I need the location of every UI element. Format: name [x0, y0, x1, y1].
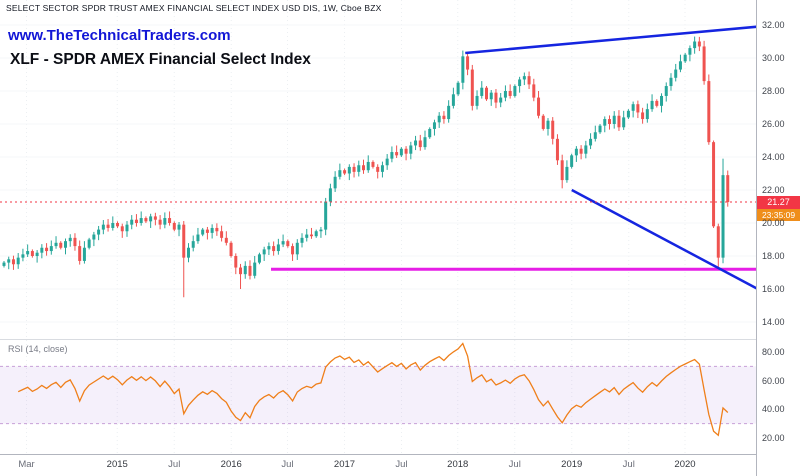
- watermark-url: www.TheTechnicalTraders.com: [8, 27, 231, 44]
- price-tick-label: 26.00: [762, 119, 785, 129]
- rsi-tick-label: 20.00: [762, 432, 785, 443]
- rsi-indicator-label[interactable]: RSI (14, close): [8, 344, 68, 354]
- price-axis[interactable]: 21.27 23:35:09 32.00 30.00 28.00 26.00 24.00…: [756, 0, 800, 476]
- upper-resistance-trendline[interactable]: [465, 25, 756, 55]
- time-tick-label: 2016: [220, 459, 242, 470]
- rsi-band: [0, 366, 756, 424]
- price-tick-label: 16.00: [762, 284, 785, 294]
- chart-title: XLF - SPDR AMEX Financial Select Index: [10, 51, 311, 68]
- time-tick-label: 2017: [333, 459, 356, 470]
- time-tick-label: 2020: [674, 459, 696, 470]
- time-tick-label: Mar: [18, 459, 35, 470]
- time-tick-label: 2015: [106, 459, 128, 470]
- price-tick-label: 14.00: [762, 317, 785, 327]
- price-tick-label: 20.00: [762, 218, 785, 228]
- time-tick-label: Jul: [168, 459, 181, 470]
- time-tick-label: 2018: [447, 459, 469, 470]
- pane-divider[interactable]: [0, 339, 756, 340]
- time-tick-label: Jul: [281, 459, 294, 470]
- time-tick-label: Jul: [508, 459, 521, 470]
- main-price-pane[interactable]: [0, 0, 756, 340]
- rsi-pane[interactable]: [0, 340, 756, 454]
- price-tick-label: 32.00: [762, 20, 785, 30]
- rsi-tick-label: 60.00: [762, 375, 785, 386]
- symbol-description: SELECT SECTOR SPDR TRUST AMEX FINANCIAL …: [6, 3, 382, 13]
- current-price-badge: 21.27: [757, 196, 800, 209]
- lower-descending-trendline[interactable]: [571, 188, 756, 290]
- price-tick-label: 18.00: [762, 251, 785, 261]
- rsi-tick-label: 80.00: [762, 347, 785, 357]
- price-tick-label: 24.00: [762, 152, 785, 162]
- price-tick-label: 30.00: [762, 53, 785, 63]
- rsi-line: [17, 342, 729, 437]
- time-tick-label: Jul: [622, 459, 635, 470]
- rsi-tick-label: 40.00: [762, 404, 785, 415]
- price-tick-label: 28.00: [762, 86, 785, 96]
- time-tick-label: 2019: [561, 459, 583, 470]
- time-axis[interactable]: Mar 2015 Jul 2016 Jul 2017 Jul 2018 Jul 2019 Jul 20…: [0, 454, 756, 476]
- price-tick-label: 22.00: [762, 185, 785, 195]
- bar-countdown-badge: 23:35:09: [757, 209, 800, 221]
- time-tick-label: Jul: [395, 459, 408, 470]
- candlestick-series: [2, 36, 730, 298]
